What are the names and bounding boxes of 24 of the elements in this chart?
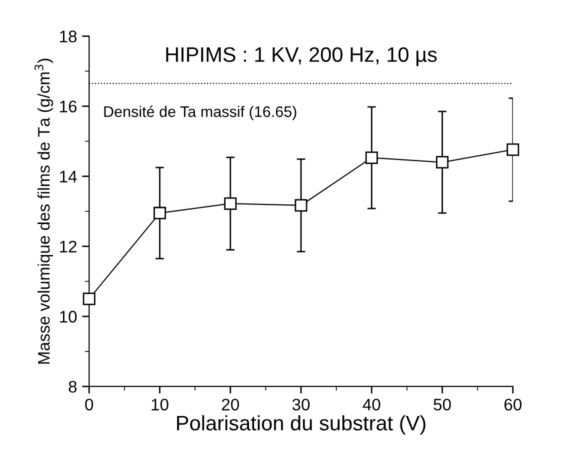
y-tick-label: 14 (60, 170, 77, 182)
point (436, 156, 449, 169)
point (224, 197, 237, 210)
y-tick-label: 12 (60, 240, 76, 252)
point (294, 199, 308, 212)
x-tick-label: 60 (504, 398, 522, 411)
y-tick-label: 8 (68, 380, 77, 393)
point (365, 151, 378, 164)
point (82, 292, 96, 306)
x-tick-label: 0 (85, 398, 94, 411)
x-axis-title: Polarisation du substrat (V) (177, 415, 426, 435)
y-tick-label: 16 (60, 100, 77, 112)
point (506, 143, 520, 156)
point (154, 206, 166, 220)
chart-title: HIPIMS : 1 KV, 200 Hz, 10 µs (166, 47, 437, 66)
x-tick-label: 40 (362, 398, 380, 411)
x-tick-label: 20 (222, 398, 239, 411)
x-tick-label: 10 (152, 398, 168, 411)
y-tick-label: 10 (60, 310, 77, 323)
x-tick-label: 30 (292, 398, 310, 411)
ref-line-label: Densité de Ta massif (16.65) (104, 106, 296, 120)
y-tick-label: 18 (60, 30, 77, 42)
y-axis-title: Masse volumique des films de Ta (g/cm$^{3}$) (34, 58, 54, 364)
x-tick-label: 50 (434, 398, 451, 411)
